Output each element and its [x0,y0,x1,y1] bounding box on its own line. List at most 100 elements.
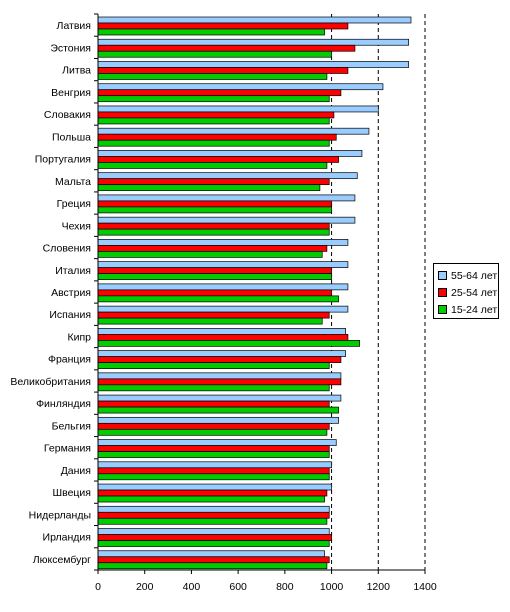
category-label-11: Словения [43,243,91,255]
bars [97,16,412,570]
bar-5-series-2 [97,111,335,119]
axes [94,13,426,574]
bar-3-series-1 [97,61,409,68]
bar-1-series-1 [97,16,412,24]
bar-9-series-2 [97,200,332,208]
category-label-1: Латвия [57,20,91,32]
legend-item-25-54: 25-54 лет [438,284,498,301]
category-label-6: Польша [52,131,91,143]
bar-8-series-2 [97,178,330,186]
category-label-10: Чехия [62,220,91,232]
category-label-9: Греция [57,198,91,210]
category-label-19: Бельгия [52,420,91,432]
bar-5-series-1 [97,105,379,113]
category-label-12: Италия [55,265,91,277]
bar-17-series-2 [97,378,342,386]
bar-15-series-3 [97,340,360,347]
x-tick-labels: 0 200 400 600 800 1000 1200 1400 [95,581,437,593]
x-tick-label-400: 400 [183,581,201,593]
bar-19-series-3 [97,428,328,436]
bar-20-series-2 [97,445,330,452]
bar-16-series-1 [97,350,346,357]
category-labels: Латвия Эстония Литва Венгрия Словакия Польша П… [10,20,91,566]
category-label-22: Швеция [53,487,92,499]
category-label-16: Франция [48,354,91,366]
bar-4-series-1 [97,83,384,91]
bar-4-series-3 [97,95,330,103]
bar-21-series-3 [97,473,330,481]
bar-12-series-3 [97,273,332,280]
bar-9-series-3 [97,206,332,214]
legend-label-25-54: 25-54 лет [451,286,498,299]
bar-3-series-3 [97,73,328,80]
bar-22-series-2 [97,489,328,497]
category-label-13: Австрия [51,287,91,299]
bar-15-series-1 [97,328,346,335]
legend-swatch-25-54 [438,288,447,297]
bar-10-series-1 [97,216,356,224]
category-label-7: Португалия [35,154,91,166]
bar-13-series-3 [97,295,339,303]
x-tick-label-1400: 1400 [413,581,437,593]
x-tick-label-1200: 1200 [367,581,391,593]
bar-10-series-2 [97,222,330,230]
bar-24-series-3 [97,540,330,547]
x-tick-label-1000: 1000 [320,581,344,593]
bar-21-series-2 [97,467,330,475]
category-label-21: Дания [61,465,91,477]
bar-9-series-1 [97,194,356,202]
bar-18-series-3 [97,406,339,414]
legend: 55-64 лет 25-54 лет 15-24 лет [433,263,499,319]
legend-item-15-24: 15-24 лет [438,301,498,318]
category-label-18: Финляндия [36,398,91,410]
bar-24-series-2 [97,534,332,541]
category-label-15: Кипр [67,331,91,343]
category-label-20: Германия [44,443,91,455]
bar-19-series-2 [97,422,330,430]
bar-6-series-2 [97,133,337,141]
bar-2-series-3 [97,50,332,58]
bar-11-series-3 [97,251,323,258]
bar-19-series-1 [97,416,339,424]
bar-25-series-2 [97,556,330,564]
bar-18-series-2 [97,400,330,408]
bar-22-series-1 [97,483,332,491]
category-label-17: Великобритания [10,376,91,388]
bar-7-series-1 [97,150,363,157]
bar-15-series-2 [97,334,349,341]
bar-14-series-2 [97,311,330,319]
x-tick-label-600: 600 [229,581,247,593]
bar-12-series-2 [97,267,332,274]
bar-2-series-2 [97,44,356,52]
category-label-3: Литва [62,65,91,77]
bar-13-series-1 [97,283,349,291]
bar-23-series-2 [97,511,330,519]
category-label-4: Венгрия [51,87,91,99]
x-tick-label-200: 200 [136,581,154,593]
bar-25-series-3 [97,562,328,570]
bar-24-series-1 [97,528,330,535]
bar-14-series-3 [97,317,323,325]
category-label-23: Нидерланды [29,509,91,521]
bar-1-series-3 [97,28,325,36]
legend-swatch-15-24 [438,305,447,314]
bar-4-series-2 [97,89,342,97]
bar-23-series-1 [97,505,330,513]
bar-11-series-1 [97,239,349,246]
bar-22-series-3 [97,495,325,503]
legend-swatch-55-64 [438,271,447,280]
gridlines [331,14,426,570]
bar-17-series-1 [97,372,342,380]
bar-3-series-2 [97,67,349,74]
category-label-25: Люксембург [33,554,91,566]
category-label-14: Испания [49,309,91,321]
bar-11-series-2 [97,245,328,252]
bar-6-series-1 [97,127,370,135]
legend-label-15-24: 15-24 лет [451,303,498,316]
bar-21-series-1 [97,461,332,469]
bar-8-series-3 [97,184,321,192]
category-label-8: Мальта [55,176,91,188]
x-tick-label-0: 0 [95,581,101,593]
bar-1-series-2 [97,22,349,30]
